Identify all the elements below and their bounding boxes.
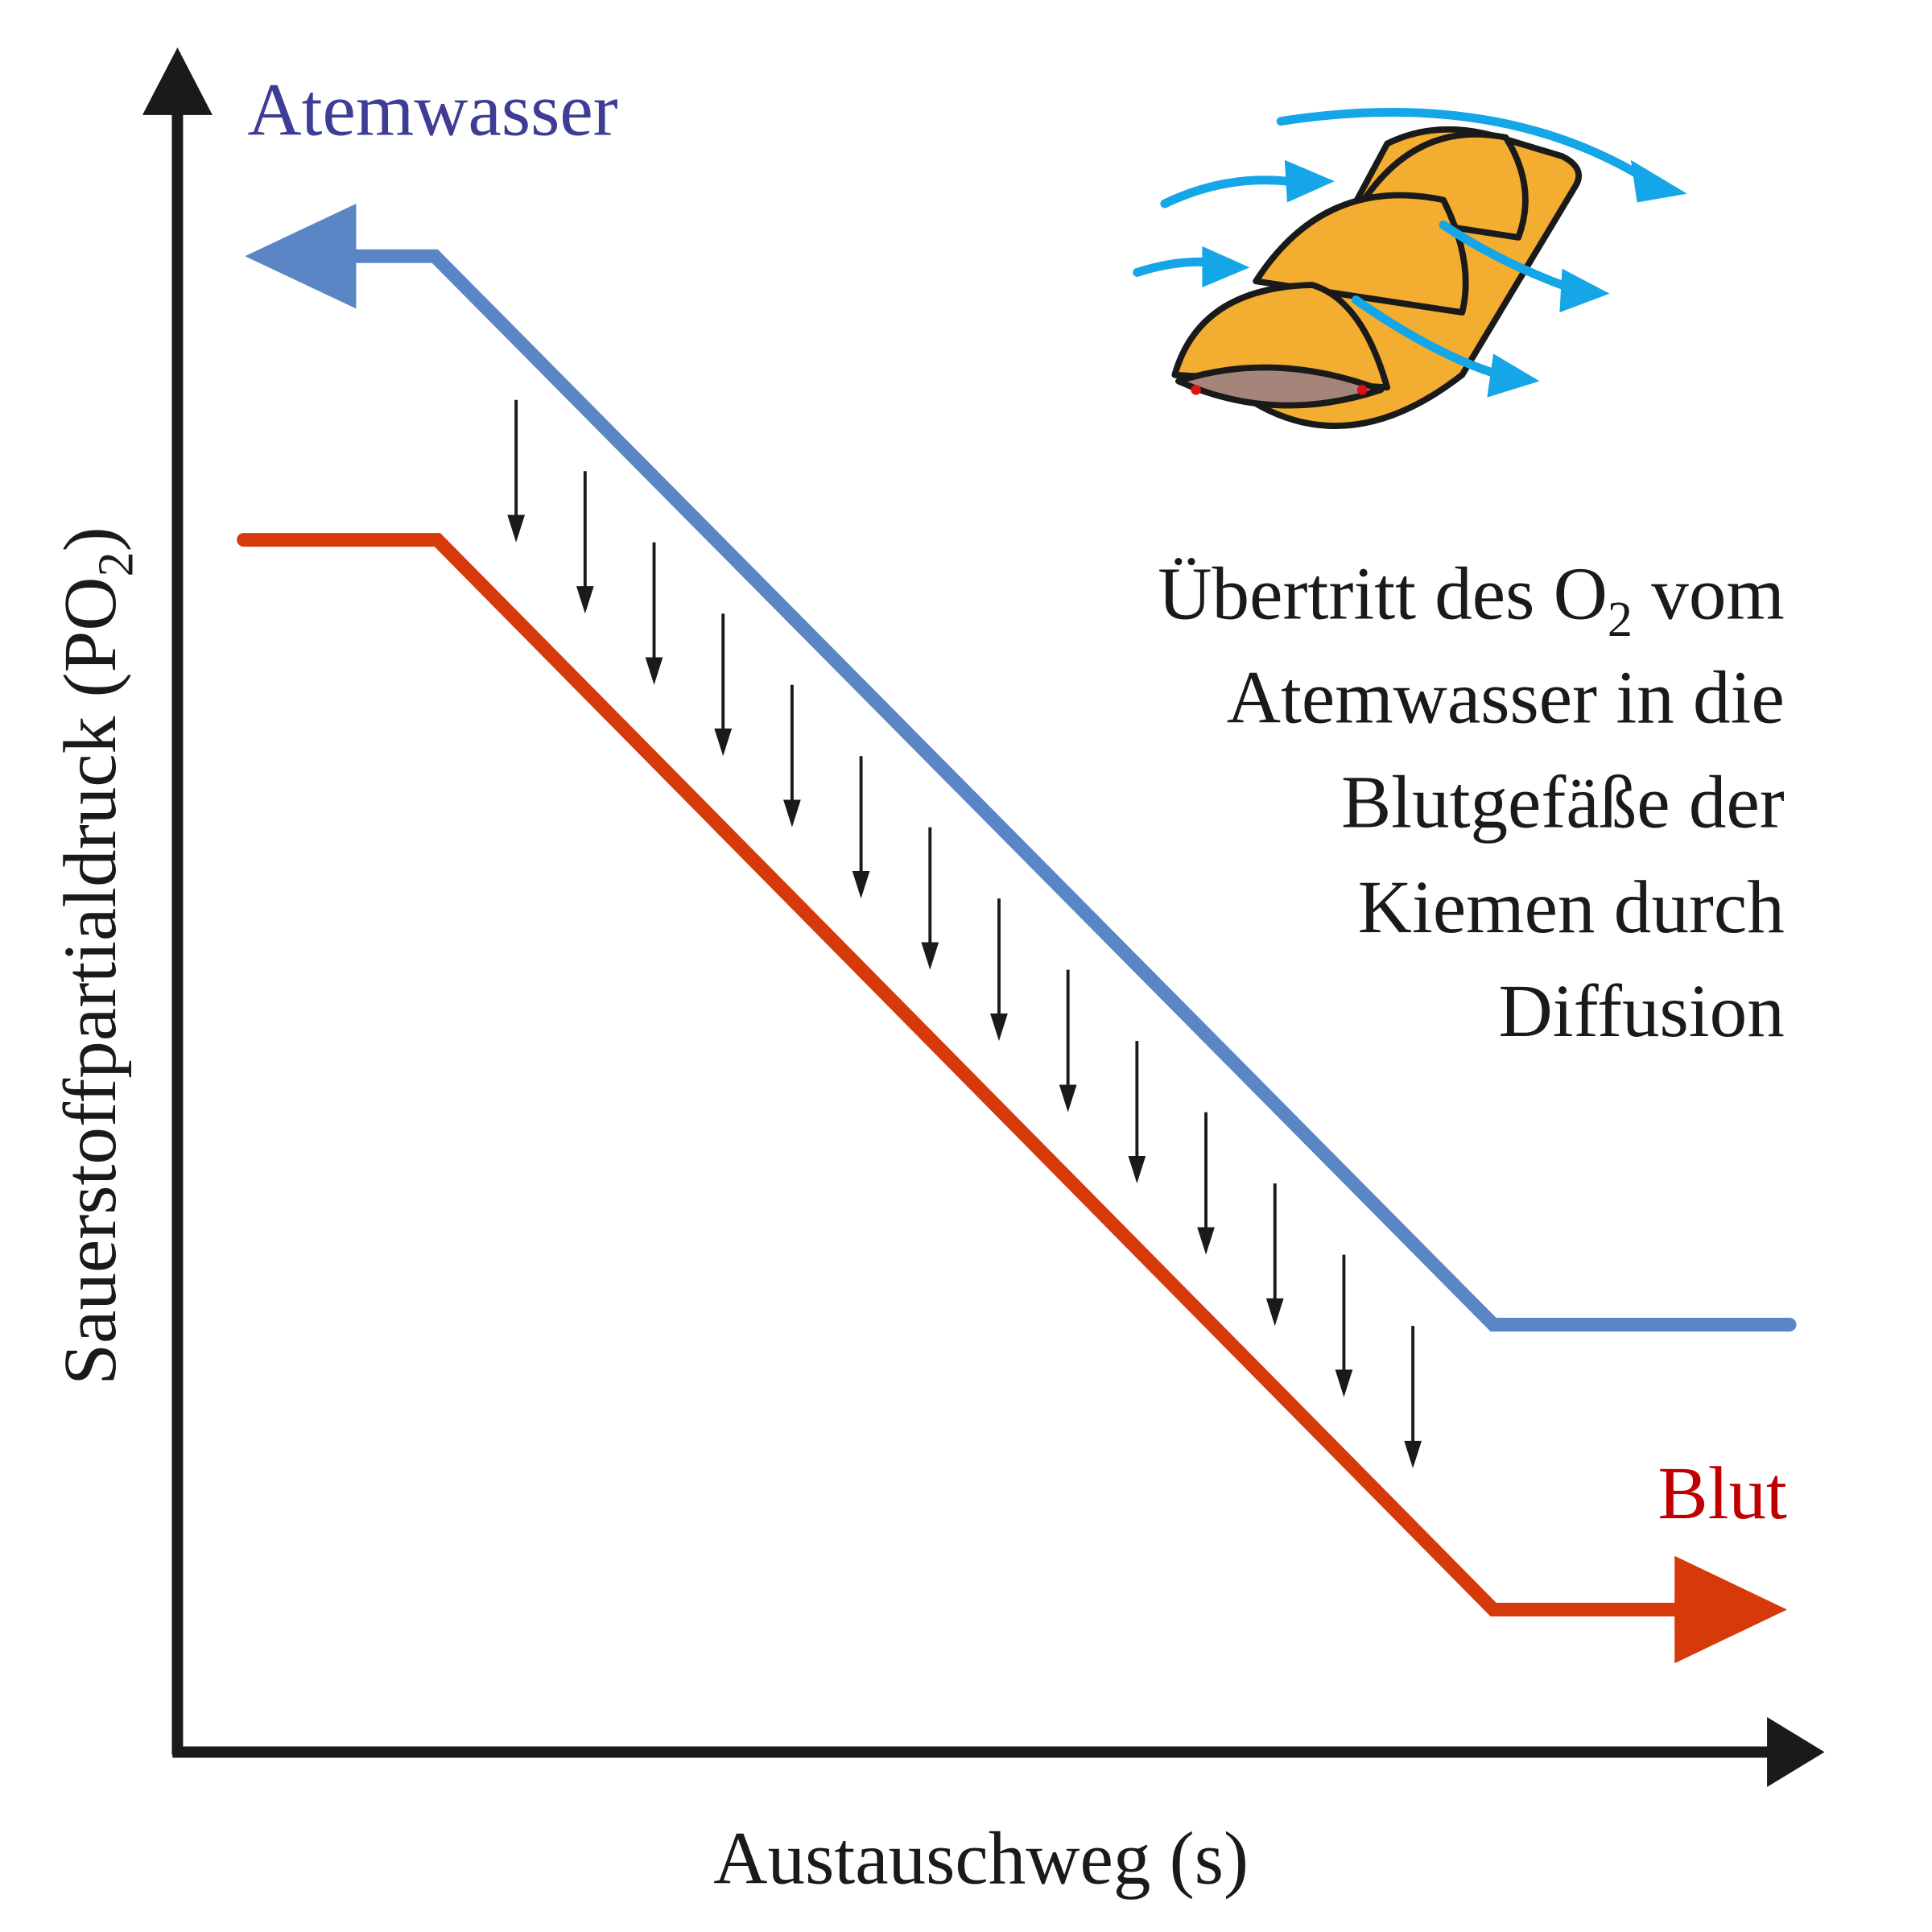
diffusion-arrow-head — [1335, 1369, 1353, 1397]
y-label-end: ) — [49, 526, 132, 551]
water-arrow — [245, 204, 357, 309]
diffusion-arrow-head — [852, 871, 870, 899]
diffusion-arrows — [507, 399, 1422, 1469]
diffusion-arrow-head — [1128, 1155, 1146, 1184]
blood-line — [237, 533, 1688, 1617]
y-label-text: Sauerstoffpartialdruck (PO — [49, 576, 132, 1385]
blood-arrow — [1674, 1555, 1787, 1664]
annotation: Übertritt des O2 vom Atemwasser in die B… — [1158, 552, 1785, 1052]
annotation-line: Diffusion — [1499, 970, 1785, 1053]
diffusion-arrow-head — [1059, 1084, 1077, 1113]
diffusion-arrow-head — [1265, 1298, 1284, 1327]
diffusion-arrow-head — [1404, 1440, 1422, 1469]
x-axis-arrow — [1767, 1716, 1825, 1787]
diffusion-arrow-head — [507, 514, 526, 543]
water-label: Atemwasser — [247, 69, 617, 152]
blood-label: Blut — [1657, 1452, 1787, 1535]
diffusion-arrow-head — [990, 1013, 1008, 1042]
x-axis-label: Austauschweg (s) — [713, 1817, 1249, 1900]
annotation-text: Übertritt des O — [1158, 552, 1608, 635]
diffusion-arrow-head — [714, 729, 733, 757]
y-axis-arrow — [142, 47, 213, 115]
annotation-line: Atemwasser in die — [1227, 656, 1785, 739]
y-axis-label: Sauerstoffpartialdruck (PO2) — [49, 526, 144, 1385]
annotation-line: Blutgefäße der — [1341, 762, 1785, 844]
annotation-sub: 2 — [1608, 592, 1633, 647]
water-flow-heads — [1202, 159, 1687, 398]
diffusion-arrow-head — [921, 942, 939, 970]
diffusion-arrow-head — [645, 657, 663, 685]
annotation-text: vom — [1633, 552, 1785, 635]
annotation-line: Kiemen durch — [1358, 866, 1785, 949]
y-label-sub: 2 — [89, 551, 144, 576]
diffusion-arrow-head — [783, 799, 801, 828]
diffusion-arrow-head — [576, 586, 594, 614]
gill-illustration — [1171, 126, 1582, 429]
water-line — [343, 249, 1797, 1332]
diffusion-arrow-head — [1197, 1227, 1215, 1255]
annotation-line: Übertritt des O2 vom — [1158, 552, 1785, 647]
